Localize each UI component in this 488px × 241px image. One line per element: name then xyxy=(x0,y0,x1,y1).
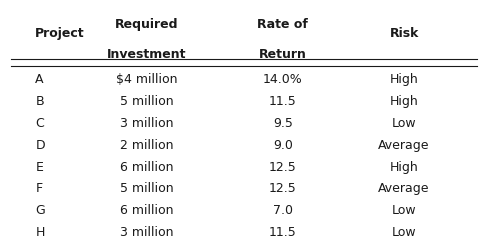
Text: 14.0%: 14.0% xyxy=(263,74,303,86)
Text: Project: Project xyxy=(35,27,85,40)
Text: G: G xyxy=(35,204,45,217)
Text: High: High xyxy=(390,74,419,86)
Text: High: High xyxy=(390,161,419,174)
Text: 11.5: 11.5 xyxy=(269,95,297,108)
Text: 12.5: 12.5 xyxy=(269,182,297,195)
Text: Average: Average xyxy=(378,139,430,152)
Text: 11.5: 11.5 xyxy=(269,226,297,239)
Text: 7.0: 7.0 xyxy=(273,204,293,217)
Text: C: C xyxy=(35,117,44,130)
Text: 6 million: 6 million xyxy=(120,161,174,174)
Text: 6 million: 6 million xyxy=(120,204,174,217)
Text: Return: Return xyxy=(259,48,307,61)
Text: H: H xyxy=(35,226,45,239)
Text: Average: Average xyxy=(378,182,430,195)
Text: $4 million: $4 million xyxy=(116,74,178,86)
Text: Risk: Risk xyxy=(389,27,419,40)
Text: E: E xyxy=(35,161,43,174)
Text: 3 million: 3 million xyxy=(120,226,174,239)
Text: D: D xyxy=(35,139,45,152)
Text: Low: Low xyxy=(392,204,416,217)
Text: 5 million: 5 million xyxy=(120,95,174,108)
Text: 2 million: 2 million xyxy=(120,139,174,152)
Text: 9.0: 9.0 xyxy=(273,139,293,152)
Text: Required: Required xyxy=(115,18,179,31)
Text: 5 million: 5 million xyxy=(120,182,174,195)
Text: Investment: Investment xyxy=(107,48,187,61)
Text: Low: Low xyxy=(392,226,416,239)
Text: High: High xyxy=(390,95,419,108)
Text: 9.5: 9.5 xyxy=(273,117,293,130)
Text: 12.5: 12.5 xyxy=(269,161,297,174)
Text: 3 million: 3 million xyxy=(120,117,174,130)
Text: F: F xyxy=(35,182,42,195)
Text: Rate of: Rate of xyxy=(257,18,308,31)
Text: Low: Low xyxy=(392,117,416,130)
Text: B: B xyxy=(35,95,44,108)
Text: A: A xyxy=(35,74,44,86)
